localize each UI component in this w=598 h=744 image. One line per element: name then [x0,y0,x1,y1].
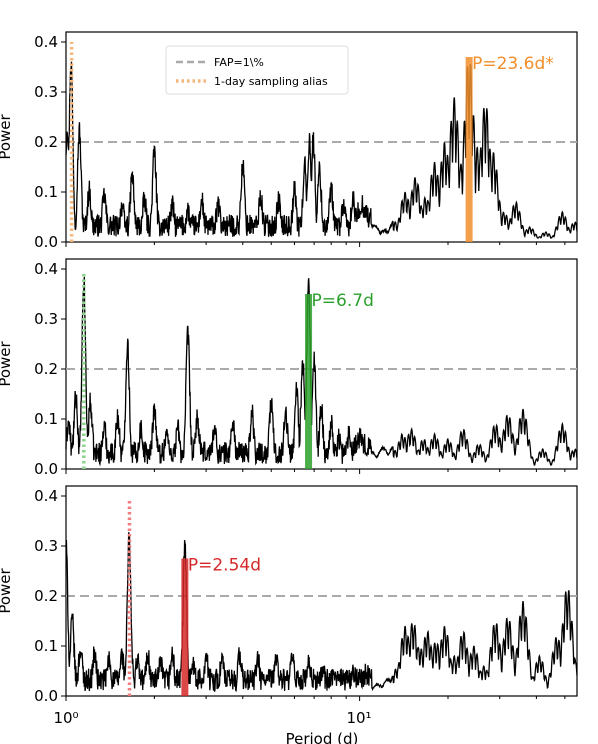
x-axis-label: Period (d) [286,730,359,744]
x-tick-label-10: 10¹ [346,709,371,727]
y-tick-label: 0.2 [34,360,58,378]
panel-2: 0.0 0.1 0.2 0.3 0.4 Power P=6.7d [0,258,578,478]
y-tick-label: 0.4 [34,487,58,505]
periodogram-line [65,532,578,693]
periodogram-line [65,276,578,467]
y-tick-label: 0.3 [34,83,58,101]
legend: FAP=1\% 1-day sampling alias [165,45,349,95]
y-axis-label: Power [0,113,14,159]
y-tick-label: 0.1 [34,410,58,428]
panel-frame [65,31,578,243]
y-tick-label: 0.2 [34,133,58,151]
x-tick-label-1: 10⁰ [53,709,78,727]
y-tick-label: 0.4 [34,260,58,278]
y-axis-label: Power [0,340,14,386]
y-tick-label: 0.0 [34,460,58,478]
legend-fap-label: FAP=1\% [214,56,264,69]
highlight-peak-label: P=23.6d* [472,54,554,74]
legend-frame [165,45,349,95]
panel-3: 0.0 0.1 0.2 0.3 0.4 Power P=2.54d [0,485,578,705]
panel-1: 0.0 0.1 0.2 0.3 0.4 Power P=23.6d* [0,31,578,251]
y-tick-label: 0.1 [34,637,58,655]
panels-group: 0.0 0.1 0.2 0.3 0.4 Power P=23.6d* 0.0 0.1 0.2 0.3… [0,31,578,705]
legend-alias-label: 1-day sampling alias [214,75,328,88]
y-tick-label: 0.0 [34,233,58,251]
highlight-peak-label: P=2.54d [188,556,261,576]
y-tick-label: 0.0 [34,687,58,705]
y-tick-label: 0.2 [34,587,58,605]
x-axis-labels: 10⁰ 10¹ Period (d) [53,709,371,744]
y-tick-label: 0.4 [34,33,58,51]
y-tick-label: 0.3 [34,537,58,555]
highlight-peak-label: P=6.7d [312,291,374,311]
y-tick-label: 0.3 [34,310,58,328]
panel-frame [65,485,578,697]
y-axis-label: Power [0,567,14,613]
periodogram-line [65,61,578,239]
y-tick-label: 0.1 [34,183,58,201]
panel-frame [65,258,578,470]
